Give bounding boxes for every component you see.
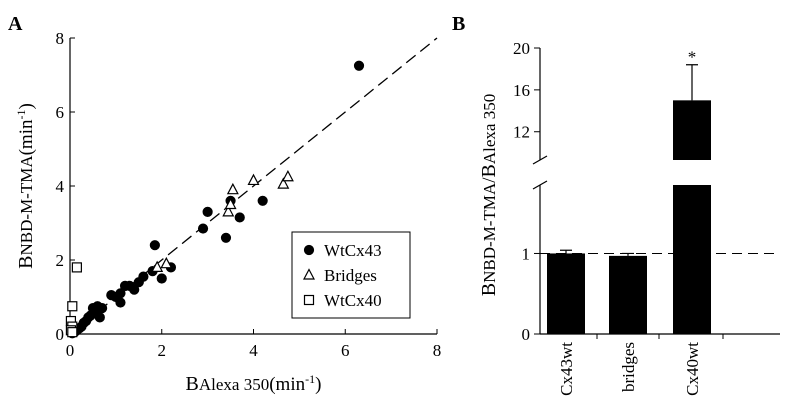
label-part: (min xyxy=(269,374,305,395)
point xyxy=(160,256,173,269)
label-part: B xyxy=(478,164,500,177)
y-tick-label: 4 xyxy=(56,177,65,196)
point xyxy=(277,177,290,189)
y-tick-label: 20 xyxy=(513,39,530,58)
point xyxy=(226,182,239,195)
label-part: B xyxy=(15,255,37,268)
label-part: ) xyxy=(16,103,37,109)
point xyxy=(119,280,131,291)
label-part: NBD-M-TMA xyxy=(480,182,499,283)
bar xyxy=(609,255,647,334)
point xyxy=(281,169,294,182)
y-tick-label: 16 xyxy=(513,81,530,100)
y-tick-label: 8 xyxy=(56,29,65,48)
point xyxy=(234,212,245,223)
point xyxy=(303,244,315,256)
label-part: B xyxy=(478,283,500,296)
legend-label: WtCx40 xyxy=(324,291,382,310)
annotation: * xyxy=(688,48,697,67)
point xyxy=(224,197,237,210)
point xyxy=(197,223,209,234)
bar-upper xyxy=(673,100,711,160)
x-axis-label: BAlexa 350(min-1) xyxy=(186,372,322,395)
bar xyxy=(547,253,585,334)
axis-break xyxy=(532,155,548,165)
label-part: B xyxy=(186,373,199,395)
legend-label: WtCx43 xyxy=(324,241,382,260)
point xyxy=(133,277,144,288)
label-part: Alexa 350 xyxy=(199,375,269,394)
y-tick-label: 2 xyxy=(56,251,65,270)
axis-break xyxy=(532,180,548,190)
bar xyxy=(673,100,711,334)
x-tick-label: 4 xyxy=(249,341,258,360)
point xyxy=(149,240,160,251)
point xyxy=(106,290,117,301)
point xyxy=(222,205,235,217)
point xyxy=(353,60,365,71)
error-bar xyxy=(560,249,572,254)
x-tick-label: 2 xyxy=(158,341,167,360)
label-part: Alexa 350 xyxy=(480,94,499,164)
y-tick-label: 6 xyxy=(56,103,65,122)
x-tick-label: 6 xyxy=(341,341,350,360)
y-axis-label: BNBD-M-TMA/BAlexa 350 xyxy=(478,94,500,296)
bar-lower xyxy=(673,185,711,334)
point xyxy=(202,206,213,217)
point xyxy=(303,268,315,280)
point xyxy=(257,195,268,206)
y-tick-label: 1 xyxy=(522,244,531,263)
label-part: / xyxy=(479,177,500,183)
label-part: (min xyxy=(16,119,37,155)
point xyxy=(247,173,260,186)
panel-label: A xyxy=(8,13,23,35)
error-bar xyxy=(686,64,698,101)
y-tick-label: 0 xyxy=(56,325,65,344)
point xyxy=(303,294,315,306)
panel-label: B xyxy=(452,13,465,35)
label-part: NBD-M-TMA xyxy=(17,155,36,256)
y-axis-label: BNBD-M-TMA(min-1) xyxy=(14,103,37,269)
x-tick-label: Cx43wt xyxy=(557,342,576,396)
point xyxy=(67,301,78,312)
y-tick-label: 12 xyxy=(513,123,530,142)
label-part: -1 xyxy=(305,372,315,386)
x-tick-label: 0 xyxy=(66,341,75,360)
point xyxy=(71,262,82,273)
point xyxy=(67,327,78,338)
x-tick-label: 8 xyxy=(433,341,442,360)
label-part: -1 xyxy=(14,109,28,119)
point xyxy=(220,232,232,243)
x-tick-label: Cx40wt xyxy=(683,342,702,396)
legend-label: Bridges xyxy=(324,266,377,285)
label-part: ) xyxy=(315,374,321,395)
point xyxy=(156,273,167,284)
point xyxy=(151,260,164,272)
x-tick-label: bridges xyxy=(619,342,638,392)
y-tick-label: 0 xyxy=(522,325,531,344)
